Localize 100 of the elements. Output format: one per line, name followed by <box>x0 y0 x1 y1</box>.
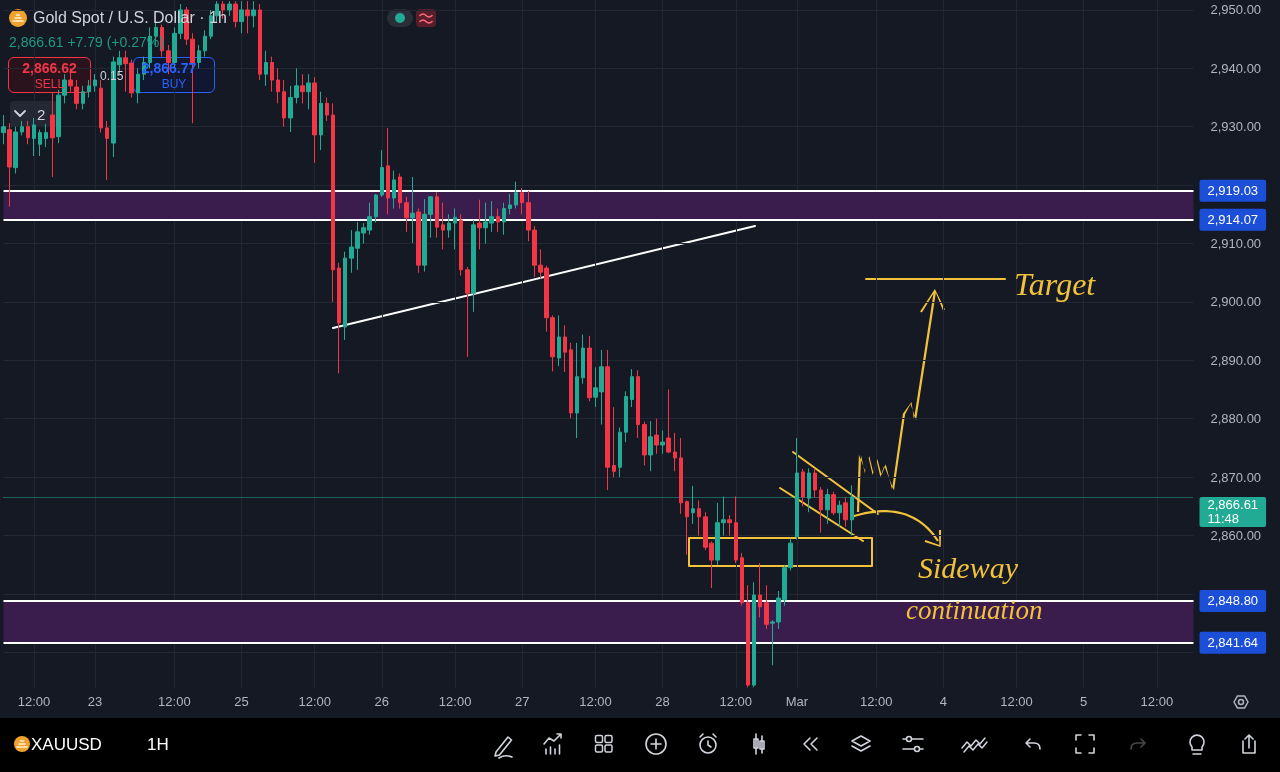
candlestick <box>660 429 665 455</box>
candlestick <box>819 486 823 534</box>
annotation: 2 <box>37 106 46 123</box>
candlestick <box>496 208 500 233</box>
candlestick <box>441 202 445 250</box>
y-tick-label: 2,870.00 <box>1210 469 1262 485</box>
annotation: Sideway <box>918 551 1018 584</box>
x-tick-label: 12:00 <box>1140 694 1174 710</box>
candlestick <box>197 44 201 69</box>
candlestick <box>233 0 238 28</box>
candlestick <box>587 335 592 402</box>
candlestick <box>282 79 286 128</box>
candlestick <box>325 97 329 122</box>
candlestick <box>306 73 311 110</box>
candlestick <box>679 437 683 515</box>
candlestick <box>337 262 341 374</box>
x-tick-label: 12:00 <box>719 694 753 710</box>
candlestick <box>416 208 421 274</box>
candlestick <box>7 122 12 208</box>
candlestick <box>203 29 207 58</box>
y-tick-label: 2,900.00 <box>1210 294 1262 310</box>
candlestick <box>514 181 518 209</box>
candlestick <box>831 491 836 516</box>
candlestick <box>93 73 97 93</box>
ref-line-label: 2,914.07 <box>1207 212 1259 228</box>
candlestick <box>746 584 750 688</box>
candlestick <box>557 314 561 367</box>
candlestick <box>630 368 634 408</box>
text: 1H <box>147 735 169 754</box>
candlestick <box>459 213 463 277</box>
x-tick-label: 26 <box>374 694 390 710</box>
candlestick <box>251 0 256 28</box>
candlestick <box>258 3 262 81</box>
candlestick <box>264 50 268 87</box>
candlestick <box>20 120 24 136</box>
candlestick <box>276 67 280 104</box>
candlestick <box>435 191 439 239</box>
ref-line-label: 2,841.64 <box>1207 635 1259 651</box>
candlestick <box>343 251 347 341</box>
candlestick <box>392 170 396 209</box>
candlestick <box>44 123 48 148</box>
candlestick <box>520 187 524 215</box>
candlestick <box>654 418 659 455</box>
y-tick-label: 2,910.00 <box>1210 236 1262 252</box>
candlestick <box>26 120 30 145</box>
x-tick-label: 12:00 <box>17 694 51 710</box>
candlestick <box>471 219 476 313</box>
candlestick <box>81 85 85 110</box>
x-tick-label: 28 <box>655 694 670 710</box>
x-tick-label: 12:00 <box>1000 694 1033 710</box>
candlestick <box>575 342 579 439</box>
x-tick-label: 12:00 <box>859 694 893 710</box>
candlestick <box>404 196 409 233</box>
candlestick <box>453 208 457 250</box>
candlestick <box>386 127 390 215</box>
candlestick <box>1 114 6 145</box>
x-tick-label: Mar <box>785 694 809 710</box>
ref-line-label: 2,866.61 11:48 <box>1207 497 1259 527</box>
annotation: BUY <box>160 77 188 91</box>
candlestick <box>239 0 244 34</box>
candlestick <box>410 176 415 244</box>
candlestick <box>477 199 482 250</box>
candlestick <box>740 552 744 607</box>
candlestick <box>319 91 323 151</box>
candlestick <box>99 79 103 134</box>
candlestick <box>813 467 817 499</box>
y-tick-label: 2,940.00 <box>1210 60 1262 76</box>
candlestick <box>300 73 305 104</box>
candlestick <box>612 406 616 478</box>
candlestick <box>758 562 762 618</box>
candlestick <box>105 120 109 181</box>
x-tick-label: 4 <box>939 694 947 710</box>
candlestick <box>447 213 451 239</box>
candlestick <box>502 202 506 236</box>
x-tick-label: 12:00 <box>579 694 612 710</box>
annotation: Target <box>1014 266 1096 302</box>
candlestick <box>569 342 573 419</box>
candlestick <box>136 67 140 104</box>
x-tick-label: 12:00 <box>158 694 191 710</box>
candlestick <box>465 266 470 358</box>
candlestick <box>245 0 250 34</box>
candlestick <box>685 500 689 556</box>
annotation: continuation <box>906 595 1043 625</box>
ref-line-label: 2,919.03 <box>1207 183 1259 199</box>
candlestick <box>374 193 378 224</box>
candlestick <box>581 334 585 385</box>
x-tick-label: 5 <box>1080 694 1088 710</box>
candlestick <box>764 584 769 630</box>
candlestick <box>618 427 622 478</box>
candlestick <box>636 369 640 439</box>
candlestick <box>642 421 647 466</box>
x-tick-label: 12:00 <box>298 694 331 710</box>
candlestick <box>50 92 55 178</box>
candlestick <box>227 0 232 17</box>
candlestick <box>843 497 848 528</box>
ref-line-label: 2,848.80 <box>1207 593 1259 609</box>
candlestick <box>727 514 732 537</box>
annotation: 2,866.62 <box>21 60 78 76</box>
candlestick <box>380 149 384 198</box>
candlestick <box>32 117 36 157</box>
